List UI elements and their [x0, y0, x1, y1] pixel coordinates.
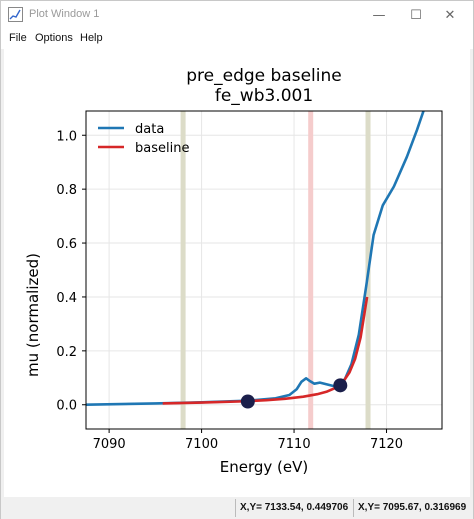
chart-svg[interactable]: pre_edge baseline fe_wb3.001 7090 7100 711…	[4, 49, 470, 497]
title-bar[interactable]: Plot Window 1 — ☐ ✕	[1, 1, 473, 29]
anchor-point-marker-0	[240, 394, 255, 409]
plot-canvas[interactable]: pre_edge baseline fe_wb3.001 7090 7100 711…	[4, 49, 470, 497]
maximize-button[interactable]: ☐	[393, 1, 439, 29]
cursor-readout-2: X,Y= 7095.67, 0.316969	[353, 499, 466, 517]
close-icon: ✕	[444, 7, 456, 23]
anchor-point-marker-1	[333, 378, 348, 393]
chart-title-line2: fe_wb3.001	[215, 86, 313, 106]
y-tick-label-4: 0.8	[56, 183, 77, 198]
y-tick-label-5: 1.0	[56, 129, 77, 144]
y-tick-label-2: 0.4	[56, 291, 77, 306]
minimize-button[interactable]: —	[356, 1, 402, 29]
energy-marker-band-0	[180, 111, 186, 429]
x-axis-label: Energy (eV)	[220, 458, 308, 476]
legend-label-baseline: baseline	[135, 141, 189, 156]
x-tick-label-3: 7120	[370, 437, 403, 452]
maximize-icon: ☐	[410, 7, 422, 23]
close-button[interactable]: ✕	[427, 1, 473, 29]
cursor-readout-1: X,Y= 7133.54, 0.449706	[235, 499, 348, 517]
y-tick-label-1: 0.2	[56, 345, 77, 360]
x-tick-label-2: 7110	[278, 437, 311, 452]
plot-frame	[85, 110, 443, 430]
menu-options[interactable]: Options	[35, 32, 73, 44]
energy-marker-band-1	[308, 111, 314, 429]
chart-title-line1: pre_edge baseline	[186, 66, 341, 86]
menu-bar: File Options Help	[1, 29, 473, 49]
x-tick-label-1: 7100	[185, 437, 218, 452]
app-icon	[8, 7, 23, 22]
y-tick-label-0: 0.0	[56, 399, 77, 414]
status-bar: X,Y= 7133.54, 0.449706 X,Y= 7095.67, 0.3…	[1, 497, 473, 519]
window-title: Plot Window 1	[29, 8, 100, 20]
minimize-icon: —	[372, 7, 386, 23]
menu-file[interactable]: File	[9, 32, 27, 44]
y-axis-label: mu (normalized)	[24, 253, 42, 377]
legend-label-data: data	[135, 122, 164, 137]
x-tick-label-0: 7090	[93, 437, 126, 452]
y-tick-label-3: 0.6	[56, 237, 77, 252]
menu-help[interactable]: Help	[80, 32, 103, 44]
